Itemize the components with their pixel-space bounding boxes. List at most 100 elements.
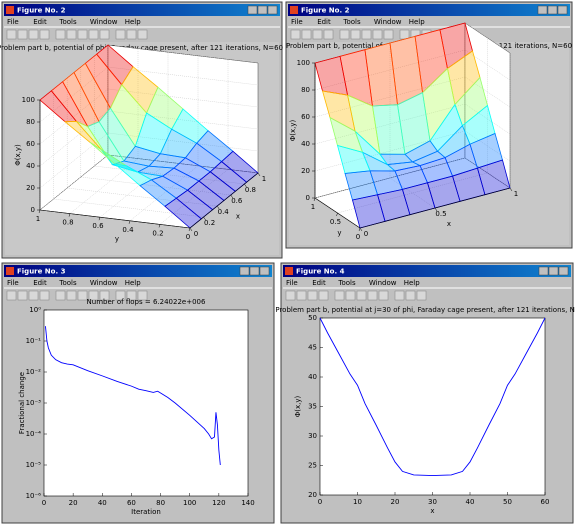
- toolbar-button[interactable]: [39, 29, 50, 40]
- toolbar-button[interactable]: [339, 29, 350, 40]
- toolbar-button[interactable]: [115, 29, 126, 40]
- menu-item[interactable]: File: [291, 18, 303, 26]
- menu-item[interactable]: Tools: [337, 279, 356, 287]
- toolbar-button[interactable]: [39, 290, 50, 301]
- menu-item[interactable]: Help: [125, 18, 142, 26]
- toolbar-button[interactable]: [350, 29, 361, 40]
- menu-item[interactable]: Help: [404, 279, 421, 287]
- x-tick-label: 50: [503, 498, 512, 506]
- toolbar-button[interactable]: [66, 29, 77, 40]
- toolbar-button[interactable]: [394, 290, 405, 301]
- toolbar-button[interactable]: [361, 29, 372, 40]
- grid-line: [66, 78, 218, 207]
- x-tick-label: 100: [183, 499, 196, 507]
- window-button[interactable]: [259, 266, 270, 276]
- menu-item[interactable]: Edit: [317, 18, 331, 26]
- toolbar-button[interactable]: [290, 29, 301, 40]
- toolbar-button[interactable]: [126, 29, 137, 40]
- toolbar-button[interactable]: [99, 29, 110, 40]
- toolbar-button[interactable]: [378, 290, 389, 301]
- toolbar-button[interactable]: [405, 290, 416, 301]
- menu-item[interactable]: Tools: [342, 18, 361, 26]
- window-button[interactable]: [267, 5, 278, 15]
- menu-item[interactable]: Edit: [33, 279, 47, 287]
- toolbar-button[interactable]: [296, 290, 307, 301]
- menu-item[interactable]: Window: [90, 279, 118, 287]
- menu-item[interactable]: Edit: [33, 18, 47, 26]
- chart-title: Number of flops = 6.24022e+006: [87, 298, 206, 306]
- x-tick-label: 0: [318, 498, 322, 506]
- y-tick-label: 0.8: [62, 219, 73, 227]
- window-button[interactable]: [247, 5, 258, 15]
- toolbar-button[interactable]: [334, 290, 345, 301]
- menu-item[interactable]: Help: [125, 279, 142, 287]
- y-tick-label: 10⁻⁶: [26, 492, 42, 500]
- x-tick-label: 60: [541, 498, 550, 506]
- menu-item[interactable]: Window: [369, 279, 397, 287]
- toolbar-button[interactable]: [55, 29, 66, 40]
- menu-item[interactable]: File: [7, 279, 19, 287]
- menu-item[interactable]: Edit: [312, 279, 326, 287]
- menu-item[interactable]: Window: [90, 18, 118, 26]
- x-tick-label: 0.6: [231, 197, 243, 205]
- plot-area: [319, 317, 546, 496]
- menu-item[interactable]: File: [7, 18, 19, 26]
- window-button[interactable]: [538, 266, 549, 276]
- toolbar-button[interactable]: [17, 290, 28, 301]
- toolbar-button[interactable]: [301, 29, 312, 40]
- x-tick-label: 10: [353, 498, 362, 506]
- toolbar-button[interactable]: [28, 29, 39, 40]
- toolbar-button[interactable]: [399, 29, 410, 40]
- toolbar-button[interactable]: [88, 290, 99, 301]
- toolbar-button[interactable]: [88, 29, 99, 40]
- toolbar-button[interactable]: [77, 29, 88, 40]
- window-button[interactable]: [249, 266, 260, 276]
- toolbar-button[interactable]: [28, 290, 39, 301]
- toolbar-button[interactable]: [312, 29, 323, 40]
- toolbar-button[interactable]: [372, 29, 383, 40]
- toolbar-button[interactable]: [99, 290, 110, 301]
- toolbar-button[interactable]: [55, 290, 66, 301]
- toolbar-button[interactable]: [77, 290, 88, 301]
- window-button[interactable]: [558, 266, 569, 276]
- x-tick-label: 0: [194, 230, 198, 238]
- window-button[interactable]: [548, 266, 559, 276]
- toolbar-button[interactable]: [367, 290, 378, 301]
- window-button[interactable]: [537, 5, 548, 15]
- toolbar-button[interactable]: [345, 290, 356, 301]
- toolbar-button[interactable]: [115, 290, 126, 301]
- x-axis-label: x: [447, 220, 451, 228]
- menu-item[interactable]: Help: [409, 18, 426, 26]
- z-tick-label: 40: [301, 140, 310, 148]
- toolbar-button[interactable]: [137, 29, 148, 40]
- window-button[interactable]: [547, 5, 558, 15]
- toolbar-button[interactable]: [416, 290, 427, 301]
- toolbar-button[interactable]: [137, 290, 148, 301]
- window-button[interactable]: [557, 5, 568, 15]
- menu-item[interactable]: Tools: [58, 279, 77, 287]
- y-tick-label: 10⁻²: [26, 368, 42, 376]
- x-axis-label: x: [236, 213, 240, 221]
- window-button[interactable]: [239, 266, 250, 276]
- toolbar-button[interactable]: [285, 290, 296, 301]
- menu-item[interactable]: Tools: [58, 18, 77, 26]
- toolbar-button[interactable]: [17, 29, 28, 40]
- title-bar: [4, 265, 272, 277]
- toolbar-button[interactable]: [307, 290, 318, 301]
- toolbar-button[interactable]: [126, 290, 137, 301]
- toolbar-button[interactable]: [318, 290, 329, 301]
- toolbar-button[interactable]: [383, 29, 394, 40]
- grid-line: [39, 88, 259, 145]
- x-tick-label: 0.5: [435, 210, 446, 218]
- menu-item[interactable]: File: [286, 279, 298, 287]
- window-button[interactable]: [257, 5, 268, 15]
- x-tick-label: 0.2: [204, 219, 215, 227]
- toolbar-button[interactable]: [6, 290, 17, 301]
- toolbar-button[interactable]: [6, 29, 17, 40]
- menu-item[interactable]: Window: [374, 18, 402, 26]
- y-tick: [68, 213, 71, 217]
- toolbar-button[interactable]: [356, 290, 367, 301]
- toolbar-button[interactable]: [66, 290, 77, 301]
- toolbar-button[interactable]: [323, 29, 334, 40]
- x-axis-label: x: [430, 507, 434, 515]
